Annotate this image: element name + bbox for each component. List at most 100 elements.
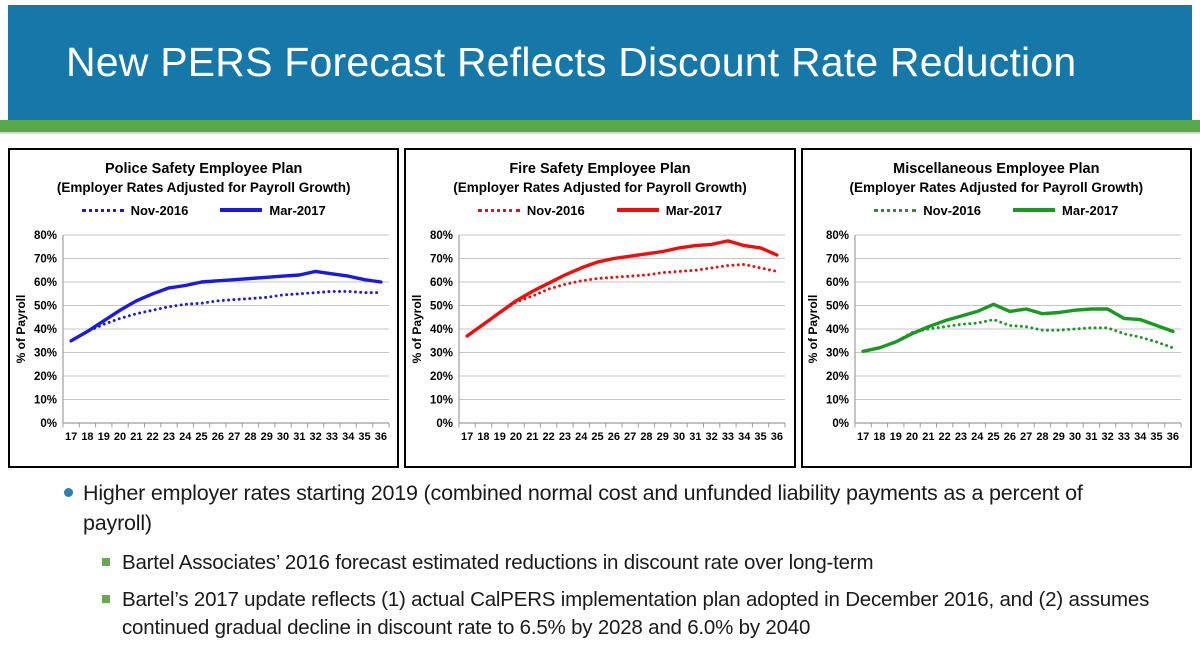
x-tick-label: 18	[874, 431, 886, 443]
x-tick-label: 21	[526, 431, 538, 443]
solid-line-icon	[1013, 208, 1056, 212]
x-tick-label: 35	[1151, 431, 1163, 443]
x-tick-label: 17	[65, 431, 77, 443]
y-tick-label: 0%	[436, 418, 453, 430]
chart-canvas-police: 0% 10% 20% 30% 40% 50% 60% 70% 80% 17 18 19 20 21 22 23…	[14, 230, 390, 443]
charts-row: Police Safety Employee Plan (Employer Ra…	[8, 148, 1192, 468]
x-tick-label: 29	[1053, 431, 1065, 443]
x-tick-label: 32	[309, 431, 321, 443]
legend-item-mar2017: Mar-2017	[1013, 203, 1118, 218]
x-tick-label: 35	[754, 431, 766, 443]
slide-header: New PERS Forecast Reflects Discount Rate…	[8, 5, 1192, 120]
x-tick-label: 32	[706, 431, 718, 443]
x-tick-label: 28	[640, 431, 652, 443]
x-tick-label: 22	[543, 431, 555, 443]
x-tick-label: 31	[293, 431, 305, 443]
x-tick-label: 25	[591, 431, 603, 443]
x-tick-label: 33	[325, 431, 337, 443]
chart-subtitle: (Employer Rates Adjusted for Payroll Gro…	[56, 180, 351, 195]
bullet-item-sub: Bartel’s 2017 update reflects (1) actual…	[102, 586, 1169, 642]
y-tick-label: 30%	[430, 348, 453, 360]
x-tick-label: 23	[162, 431, 174, 443]
x-tick-label: 30	[673, 431, 685, 443]
legend-item-nov2016: Nov-2016	[477, 202, 585, 218]
y-tick-label: 40%	[34, 324, 57, 336]
x-tick-label: 33	[1118, 431, 1130, 443]
chart-canvas-miscellaneous: 0% 10% 20% 30% 40% 50% 60% 70% 80% 17 18 19 20 21 22 23…	[806, 230, 1182, 443]
x-tick-label: 34	[738, 431, 751, 443]
x-tick-label: 32	[1102, 431, 1114, 443]
x-tick-label: 21	[130, 431, 142, 443]
x-tick-label: 30	[1069, 431, 1081, 443]
series-line-mar-2017	[861, 302, 1175, 354]
chart-panel-police: Police Safety Employee Plan (Employer Ra…	[8, 148, 400, 468]
bullet-text: Bartel’s 2017 update reflects (1) actual…	[122, 588, 1150, 639]
x-tick-label: 23	[559, 431, 571, 443]
accent-stripe	[0, 120, 1200, 134]
bullet-icon	[64, 488, 73, 497]
y-tick-label: 60%	[34, 277, 57, 289]
x-tick-label: 21	[923, 431, 935, 443]
x-tick-label: 26	[608, 431, 620, 443]
y-tick-label: 20%	[826, 371, 849, 383]
x-tick-label: 22	[146, 431, 158, 443]
y-tick-label: 0%	[833, 418, 850, 430]
x-tick-label: 29	[260, 431, 272, 443]
y-axis-title: % of Payroll	[410, 295, 424, 364]
dotted-line-icon	[81, 208, 124, 212]
x-tick-label: 36	[771, 431, 783, 443]
sub-bullet-list: Bartel Associates’ 2016 forecast estimat…	[102, 549, 1169, 642]
x-tick-label: 36	[374, 431, 386, 443]
y-tick-label: 20%	[34, 371, 57, 383]
legend-label: Mar-2017	[1062, 202, 1119, 218]
legend-label: Nov-2016	[130, 202, 189, 218]
x-tick-label: 25	[195, 431, 207, 443]
x-tick-label: 25	[988, 431, 1000, 443]
dotted-line-icon	[874, 208, 917, 212]
solid-line-icon	[616, 208, 659, 212]
legend-item-mar2017: Mar-2017	[220, 203, 326, 218]
y-tick-label: 70%	[826, 254, 849, 266]
y-tick-label: 60%	[430, 277, 453, 289]
y-tick-label: 70%	[430, 254, 453, 266]
series-line-nov-2016	[69, 289, 383, 343]
y-tick-label: 80%	[430, 230, 453, 242]
page-title: New PERS Forecast Reflects Discount Rate…	[66, 39, 1077, 85]
x-tick-label: 26	[1004, 431, 1016, 443]
x-tick-label: 27	[624, 431, 636, 443]
x-tick-label: 23	[955, 431, 967, 443]
legend-label: Nov-2016	[923, 202, 982, 218]
series-line-nov-2016	[465, 262, 779, 338]
square-bullet-icon	[102, 595, 110, 603]
square-bullet-icon	[102, 558, 110, 566]
legend-item-nov2016: Nov-2016	[81, 202, 189, 218]
x-tick-label: 24	[179, 431, 192, 443]
legend-item-nov2016: Nov-2016	[874, 203, 981, 218]
x-tick-label: 22	[939, 431, 951, 443]
solid-line-icon	[220, 208, 263, 212]
series-line-mar-2017	[69, 269, 383, 343]
chart-legend: Nov-2016 Mar-2017	[406, 201, 793, 219]
y-tick-label: 0%	[40, 418, 57, 430]
legend-label: Mar-2017	[665, 202, 723, 218]
legend-label: Nov-2016	[526, 202, 585, 218]
y-tick-label: 40%	[430, 324, 453, 336]
y-tick-label: 70%	[34, 254, 57, 266]
chart-subtitle: (Employer Rates Adjusted for Payroll Gro…	[453, 180, 747, 195]
x-tick-label: 34	[342, 431, 355, 443]
x-tick-label: 31	[689, 431, 701, 443]
chart-legend: Nov-2016 Mar-2017	[10, 201, 397, 219]
y-tick-label: 50%	[826, 301, 849, 313]
y-tick-label: 10%	[430, 395, 453, 407]
x-tick-label: 27	[228, 431, 240, 443]
y-tick-label: 30%	[34, 348, 57, 360]
x-tick-label: 28	[1037, 431, 1049, 443]
bullet-text: Higher employer rates starting 2019 (com…	[83, 481, 1083, 535]
x-tick-label: 27	[1020, 431, 1032, 443]
x-tick-label: 26	[211, 431, 223, 443]
x-tick-label: 17	[857, 431, 869, 443]
x-tick-label: 20	[510, 431, 522, 443]
x-tick-label: 35	[358, 431, 370, 443]
x-tick-label: 17	[461, 431, 473, 443]
y-tick-label: 10%	[826, 395, 849, 407]
